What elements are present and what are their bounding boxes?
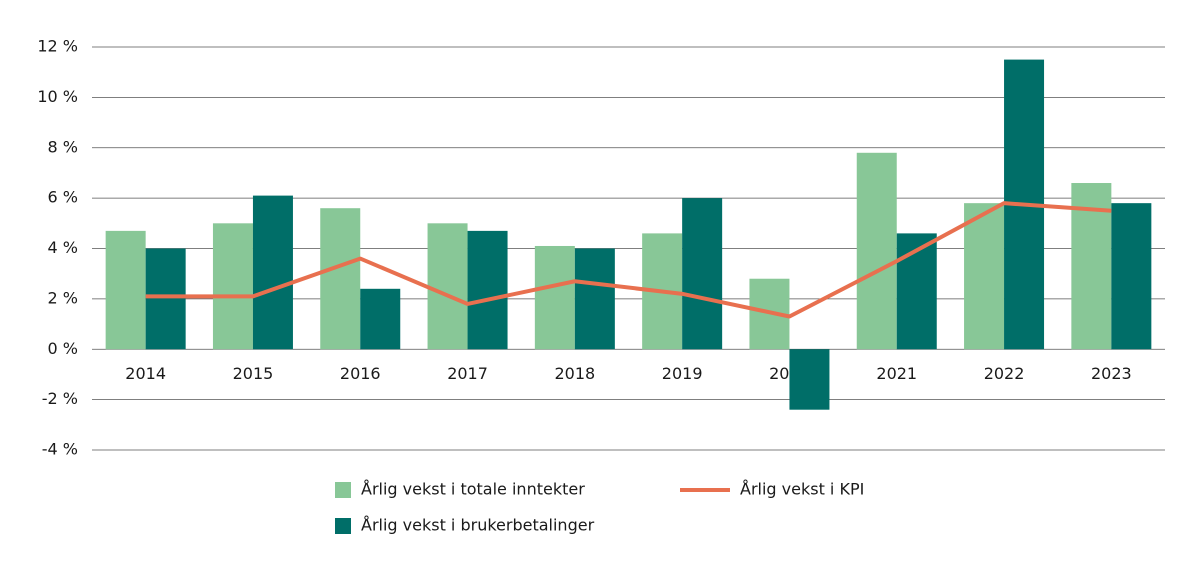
x-tick-label: 2014 [125,364,166,383]
y-tick-label: 6 % [48,188,78,207]
y-tick-label: 8 % [48,137,78,156]
line [145,201,1112,319]
x-tick-label: 2015 [233,364,274,383]
y-tick-label: -4 % [42,440,78,459]
bar [896,233,937,350]
y-tick-label: 0 % [48,339,78,358]
bar [856,152,897,350]
bar [964,203,1005,350]
legend-swatch [335,518,351,534]
bar [360,288,401,350]
x-tick-label: 2021 [876,364,917,383]
legend-swatch [335,482,351,498]
bar [789,349,830,410]
bar [320,208,361,350]
legend-label: Årlig vekst i KPI [740,480,864,499]
y-tick-label: 2 % [48,288,78,307]
bar [574,248,615,350]
legend-label: Årlig vekst i brukerbetalinger [361,516,595,535]
bar [212,223,253,350]
x-tick-label: 2019 [662,364,703,383]
legend-label: Årlig vekst i totale inntekter [361,480,585,499]
bar [534,245,575,350]
y-tick-label: 4 % [48,238,78,257]
y-tick-label: -2 % [42,389,78,408]
bar [145,248,186,350]
x-tick-label: 2016 [340,364,381,383]
bar [427,223,468,350]
x-tick-label: 2018 [554,364,595,383]
y-tick-label: 12 % [37,37,78,56]
bar [105,230,146,350]
bar [467,230,508,350]
bar [252,195,293,350]
x-tick-label: 2023 [1091,364,1132,383]
bar [682,198,723,350]
y-tick-label: 10 % [37,87,78,106]
x-tick-label: 2022 [984,364,1025,383]
bar [1111,203,1152,350]
x-tick-label: 2017 [447,364,488,383]
